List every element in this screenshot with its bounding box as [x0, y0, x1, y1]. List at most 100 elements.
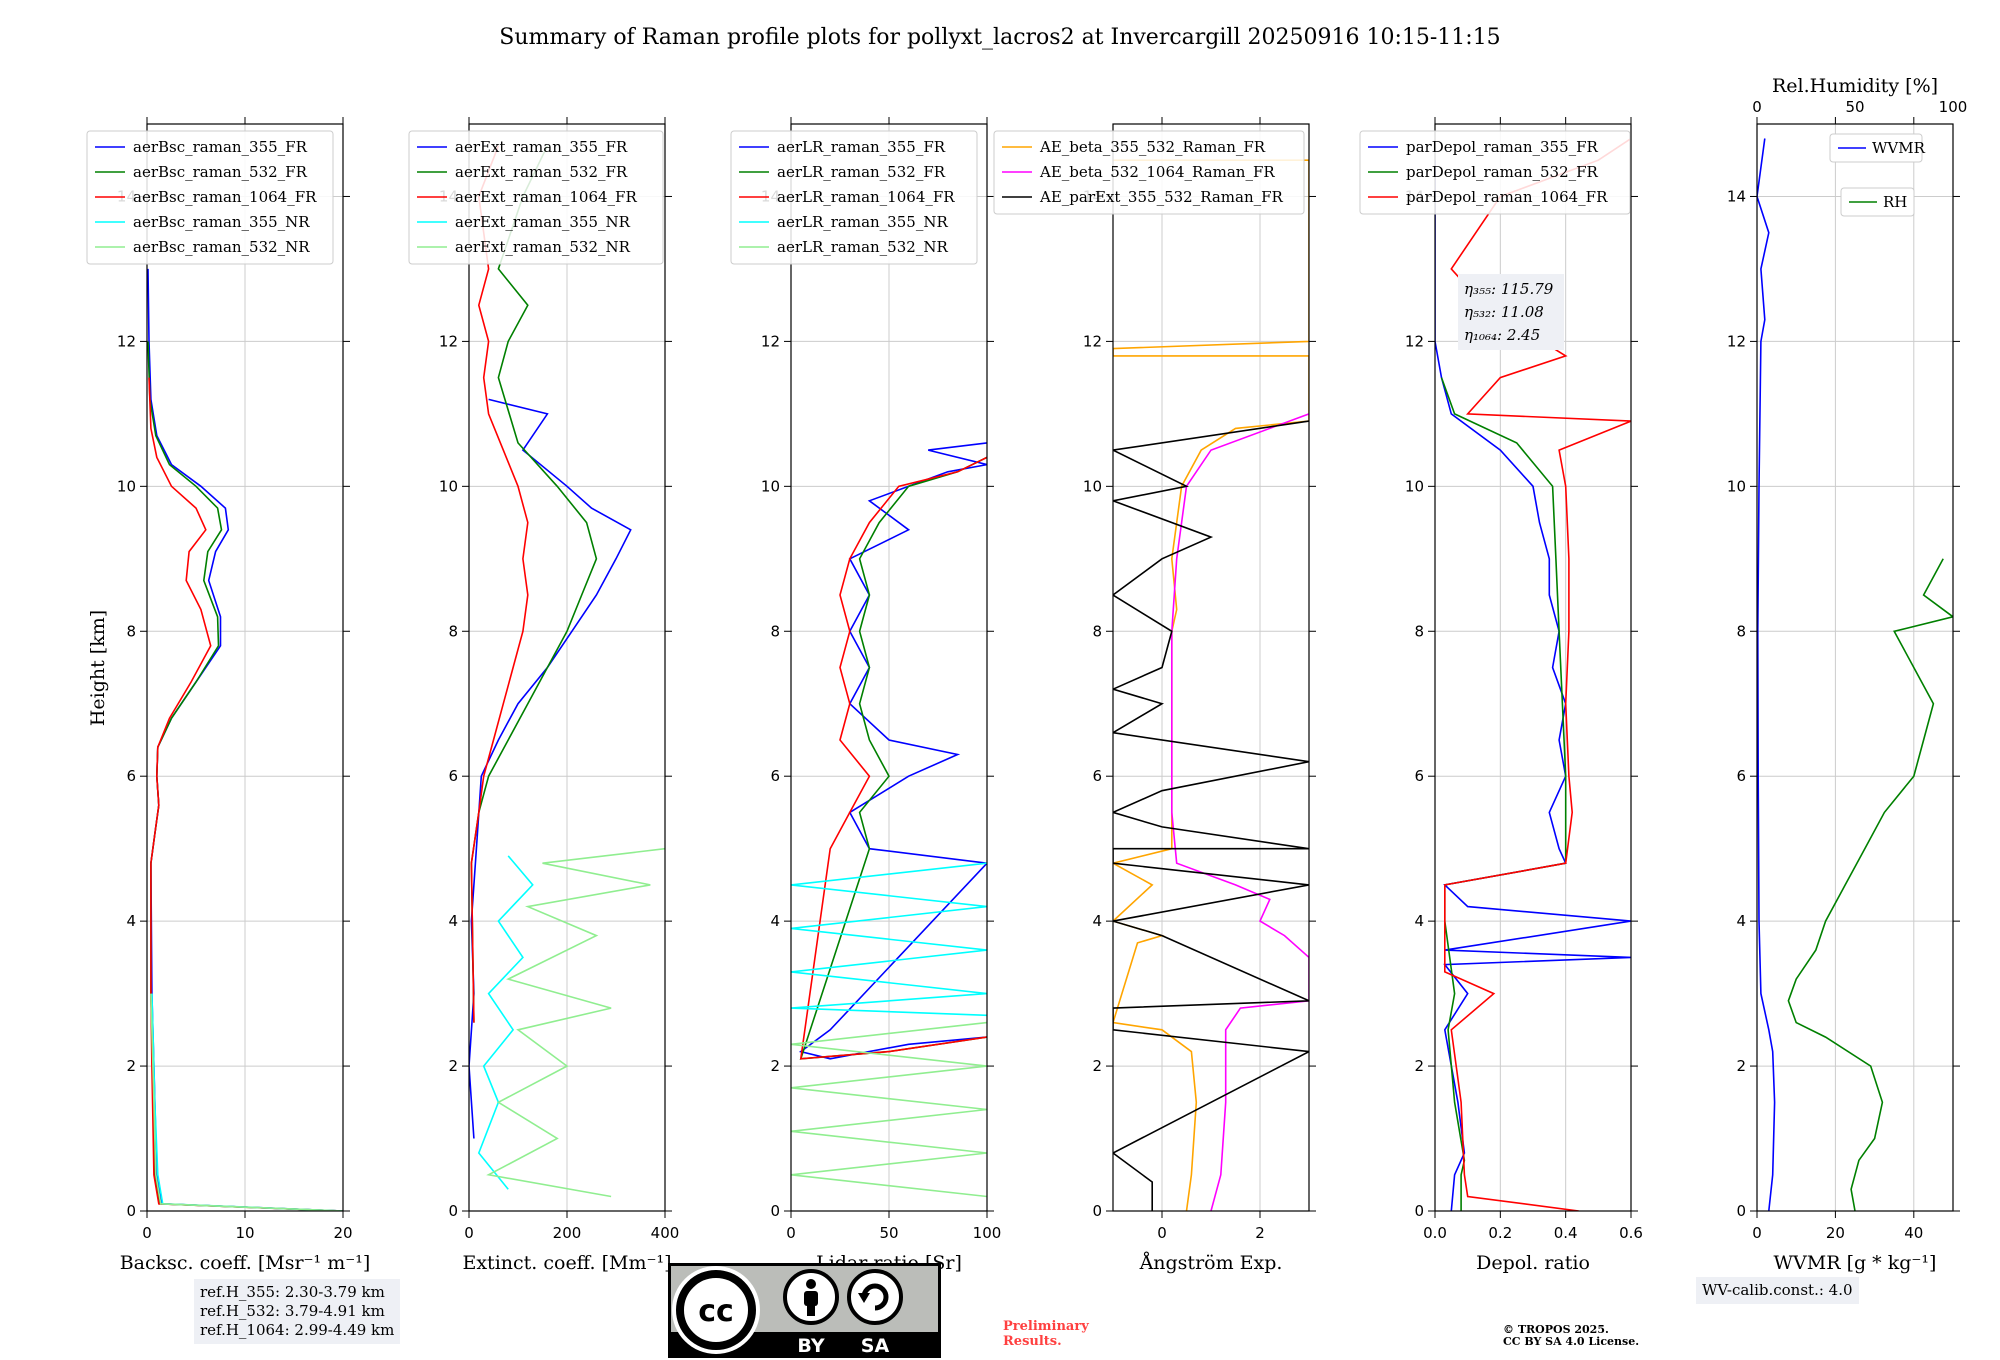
series-AE_beta_532_1064_Raman_FR: [1171, 413, 1309, 1211]
legend-label: aerBsc_raman_355_NR: [133, 213, 310, 231]
y-tick-label: 6: [448, 767, 458, 785]
legend-label: aerLR_raman_1064_FR: [777, 188, 955, 206]
legend-label: aerExt_raman_355_FR: [455, 138, 628, 156]
reference-height-box: ref.H_355: 2.30-3.79 km ref.H_532: 3.79-…: [194, 1279, 401, 1344]
refh-355: ref.H_355: 2.30-3.79 km: [200, 1283, 385, 1301]
legend-label: aerExt_raman_355_NR: [455, 213, 631, 231]
y-tick-label: 2: [448, 1057, 458, 1075]
series-aerExt_raman_1064_FR: [470, 145, 529, 1023]
x-axis-label: WVMR [g * kg⁻¹]: [1774, 1252, 1937, 1274]
legend-label: aerLR_raman_355_NR: [777, 213, 948, 231]
plot-frame: [1434, 123, 1632, 1212]
wv-calibration-box: WV-calib.const.: 4.0: [1696, 1277, 1859, 1304]
y-tick-label: 2: [1092, 1057, 1102, 1075]
panel-bsc: 0102002468101214Backsc. coeff. [Msr⁻¹ m⁻…: [86, 117, 371, 1274]
series-aerBsc_raman_1064_FR: [148, 377, 343, 1211]
series-parDepol_raman_532_FR: [1440, 377, 1567, 1211]
series-aerLR_raman_532_NR: [791, 1021, 987, 1198]
legend-label: AE_beta_355_532_Raman_FR: [1039, 138, 1266, 156]
legend-label: AE_beta_532_1064_Raman_FR: [1039, 163, 1275, 181]
top-tick-label: 50: [1845, 98, 1864, 116]
y-tick-label: 0: [1092, 1202, 1102, 1220]
y-tick-label: 12: [1405, 332, 1424, 350]
preliminary-line-2: Results.: [1003, 1334, 1062, 1349]
series-aerBsc_raman_532_NR: [150, 993, 343, 1211]
legend-label: aerBsc_raman_532_FR: [133, 163, 308, 181]
y-tick-label: 6: [770, 767, 780, 785]
y-tick-label: 8: [448, 622, 458, 640]
x-tick-label: 0: [464, 1224, 474, 1242]
x-tick-label: 0: [142, 1224, 152, 1242]
sa-share-alike-icon: [847, 1269, 903, 1325]
y-tick-label: 10: [1083, 477, 1102, 495]
copyright-note: © TROPOS 2025. CC BY SA 4.0 License.: [1503, 1324, 1639, 1348]
legend-label: aerExt_raman_532_FR: [455, 163, 628, 181]
legend-label: aerBsc_raman_532_NR: [133, 238, 310, 256]
y-tick-label: 10: [1405, 477, 1424, 495]
refh-1064: ref.H_1064: 2.99-4.49 km: [200, 1321, 395, 1339]
y-tick-label: 10: [761, 477, 780, 495]
cc-license-badge: cc BY SA: [668, 1263, 941, 1358]
y-tick-label: 8: [1092, 622, 1102, 640]
x-tick-label: 10: [235, 1224, 254, 1242]
panel-depol: 0.00.20.40.602468101214Depol. ratioparDe…: [1359, 117, 1643, 1274]
y-tick-label: 0: [770, 1202, 780, 1220]
legend-label: WVMR: [1872, 139, 1926, 157]
x-tick-label: 2: [1255, 1224, 1265, 1242]
x-tick-label: 0: [1157, 1224, 1167, 1242]
y-tick-label: 4: [1736, 912, 1746, 930]
by-person-icon: [783, 1269, 839, 1325]
y-tick-label: 6: [1736, 767, 1746, 785]
y-tick-label: 8: [1736, 622, 1746, 640]
x-axis-label: Backsc. coeff. [Msr⁻¹ m⁻¹]: [120, 1252, 371, 1274]
y-tick-label: 12: [1083, 332, 1102, 350]
panel-ae: 0202468101214Ångström Exp.AE_beta_355_53…: [993, 117, 1316, 1274]
legend-label: aerExt_raman_1064_FR: [455, 188, 637, 206]
legend-label: aerExt_raman_532_NR: [455, 238, 631, 256]
y-tick-label: 4: [770, 912, 780, 930]
by-label: BY: [797, 1335, 824, 1357]
x-axis-label: Depol. ratio: [1476, 1252, 1590, 1274]
series-aerLR_raman_1064_FR: [799, 456, 987, 1060]
secondary-axis-label: Rel.Humidity [%]: [1772, 75, 1938, 97]
annotation-line: η₁₀₆₄: 2.45: [1464, 326, 1540, 344]
x-tick-label: 0.4: [1554, 1224, 1578, 1242]
legend-label: RH: [1883, 193, 1907, 211]
legend-label: parDepol_raman_1064_FR: [1406, 188, 1608, 206]
plot-frame: [1756, 123, 1954, 1212]
legend-box: [1840, 187, 1915, 217]
series-aerBsc_raman_355_NR: [151, 993, 343, 1211]
series-group: [1113, 159, 1309, 1211]
series-aerLR_raman_355_FR: [798, 442, 987, 1060]
preliminary-note: Preliminary Results.: [1003, 1319, 1089, 1349]
x-tick-label: 400: [651, 1224, 680, 1242]
x-tick-label: 0.0: [1423, 1224, 1447, 1242]
series-aerExt_raman_355_NR: [477, 855, 534, 1190]
y-tick-label: 10: [439, 477, 458, 495]
y-tick-label: 4: [126, 912, 136, 930]
series-group: [147, 268, 343, 1211]
series-aerLR_raman_355_NR: [791, 862, 987, 1017]
series-aerLR_raman_532_FR: [799, 456, 987, 1060]
series-AE_beta_355_532_Raman_FR: [1113, 159, 1309, 1211]
y-tick-label: 0: [126, 1202, 136, 1220]
cc-text: cc: [698, 1294, 734, 1329]
wv-calibration-constant: WV-calib.const.: 4.0: [1702, 1281, 1853, 1299]
y-tick-label: 6: [126, 767, 136, 785]
series-group: [1757, 138, 1953, 1211]
copyright-line-1: © TROPOS 2025.: [1503, 1323, 1609, 1336]
legend-box: [408, 130, 664, 265]
y-tick-label: 2: [126, 1057, 136, 1075]
panel-lr: 05010002468101214Lidar ratio [Sr]aerLR_r…: [730, 117, 1001, 1274]
legend-label: aerBsc_raman_355_FR: [133, 138, 308, 156]
x-axis-label: Ångström Exp.: [1139, 1252, 1283, 1274]
series-aerExt_raman_532_NR: [486, 847, 665, 1198]
x-tick-label: 200: [553, 1224, 582, 1242]
y-tick-label: 12: [1727, 332, 1746, 350]
legend-label: parDepol_raman_355_FR: [1406, 138, 1599, 156]
panel-wv: 0 20 40 0 2 4 6 8 10 12 14 WVMR [g * kg⁻¹] 0 50 100Rel…: [1727, 75, 1967, 1274]
legend-box: [1829, 133, 1923, 163]
series-parDepol_raman_355_FR: [1435, 160, 1631, 1211]
y-tick-label: 0: [1736, 1202, 1746, 1220]
y-tick-label: 0: [448, 1202, 458, 1220]
